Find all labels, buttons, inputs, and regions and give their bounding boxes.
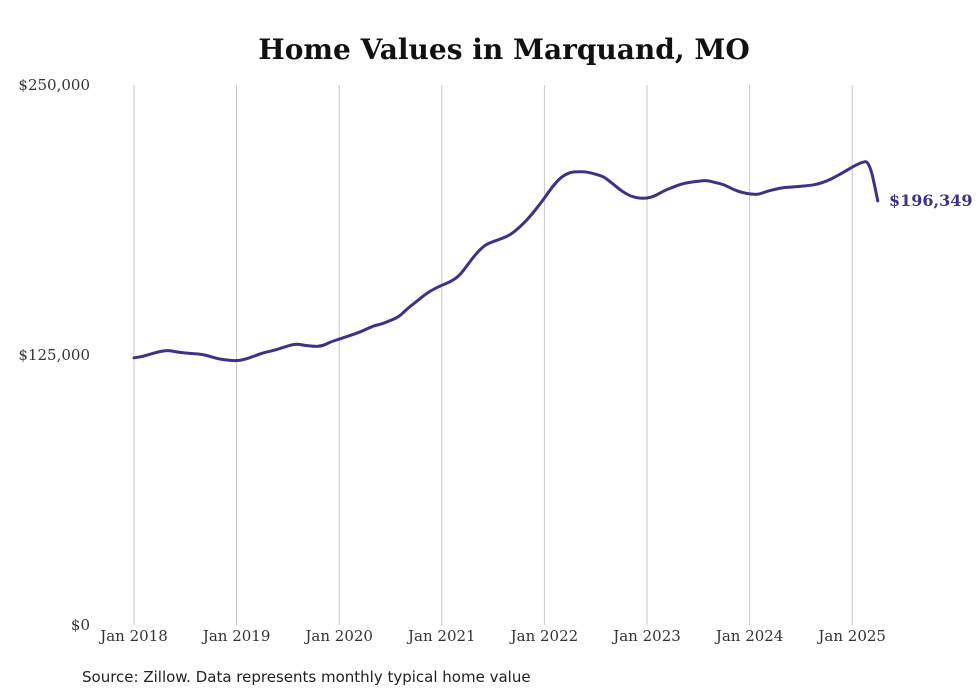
x-tick-label: Jan 2022 [509,627,579,645]
x-tick-label: Jan 2021 [406,627,476,645]
y-tick-label: $250,000 [18,76,90,94]
y-tick-label: $0 [71,616,90,634]
y-tick-label: $125,000 [18,346,90,364]
chart-title: Home Values in Marquand, MO [258,33,749,66]
x-tick-label: Jan 2018 [98,627,168,645]
last-value-label: $196,349 [889,191,973,210]
x-tick-label: Jan 2023 [611,627,681,645]
x-tick-label: Jan 2025 [816,627,886,645]
y-axis: $250,000 $125,000 $0 [18,76,90,634]
x-tick-label: Jan 2024 [714,627,784,645]
x-tick-label: Jan 2020 [303,627,373,645]
x-tick-label: Jan 2019 [201,627,271,645]
series-layer [132,160,880,363]
series-line [132,160,880,363]
x-axis: Jan 2018 Jan 2019 Jan 2020 Jan 2021 Jan 2022… [98,627,886,645]
source-note: Source: Zillow. Data represents monthly … [82,668,531,686]
gridlines [133,85,853,625]
